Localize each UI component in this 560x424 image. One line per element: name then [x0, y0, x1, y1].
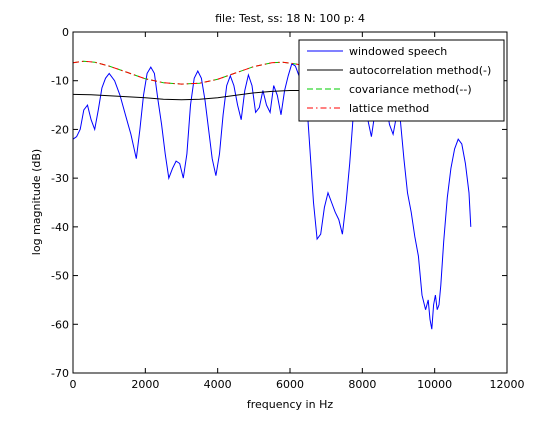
legend-label-0: windowed speech: [349, 45, 447, 58]
y-tick-label-5: -50: [51, 270, 69, 283]
x-tick-label-0: 0: [70, 378, 77, 391]
y-tick-label-2: -20: [51, 123, 69, 136]
legend-box: [298, 39, 505, 122]
x-tick-label-4: 8000: [348, 378, 376, 391]
chart-title: file: Test, ss: 18 N: 100 p: 4: [215, 12, 365, 25]
legend: windowed speech autocorrelation method(-)…: [298, 39, 505, 122]
y-tick-label-4: -40: [51, 221, 69, 234]
y-tick-label-1: -10: [51, 75, 69, 88]
y-tick-label-6: -60: [51, 318, 69, 331]
legend-label-1: autocorrelation method(-): [349, 64, 491, 77]
x-tick-label-5: 10000: [417, 378, 452, 391]
x-tick-label-3: 6000: [276, 378, 304, 391]
x-tick-label-6: 12000: [490, 378, 525, 391]
y-axis-label: log magnitude (dB): [30, 149, 43, 255]
legend-label-2: covariance method(--): [349, 83, 472, 96]
y-tick-label-3: -30: [51, 172, 69, 185]
x-tick-label-1: 2000: [131, 378, 159, 391]
y-tick-label-7: -70: [51, 367, 69, 380]
legend-label-3: lattice method: [349, 102, 429, 115]
x-tick-label-2: 4000: [204, 378, 232, 391]
x-axis-label: frequency in Hz: [247, 398, 333, 411]
y-tick-label-0: 0: [62, 26, 69, 39]
